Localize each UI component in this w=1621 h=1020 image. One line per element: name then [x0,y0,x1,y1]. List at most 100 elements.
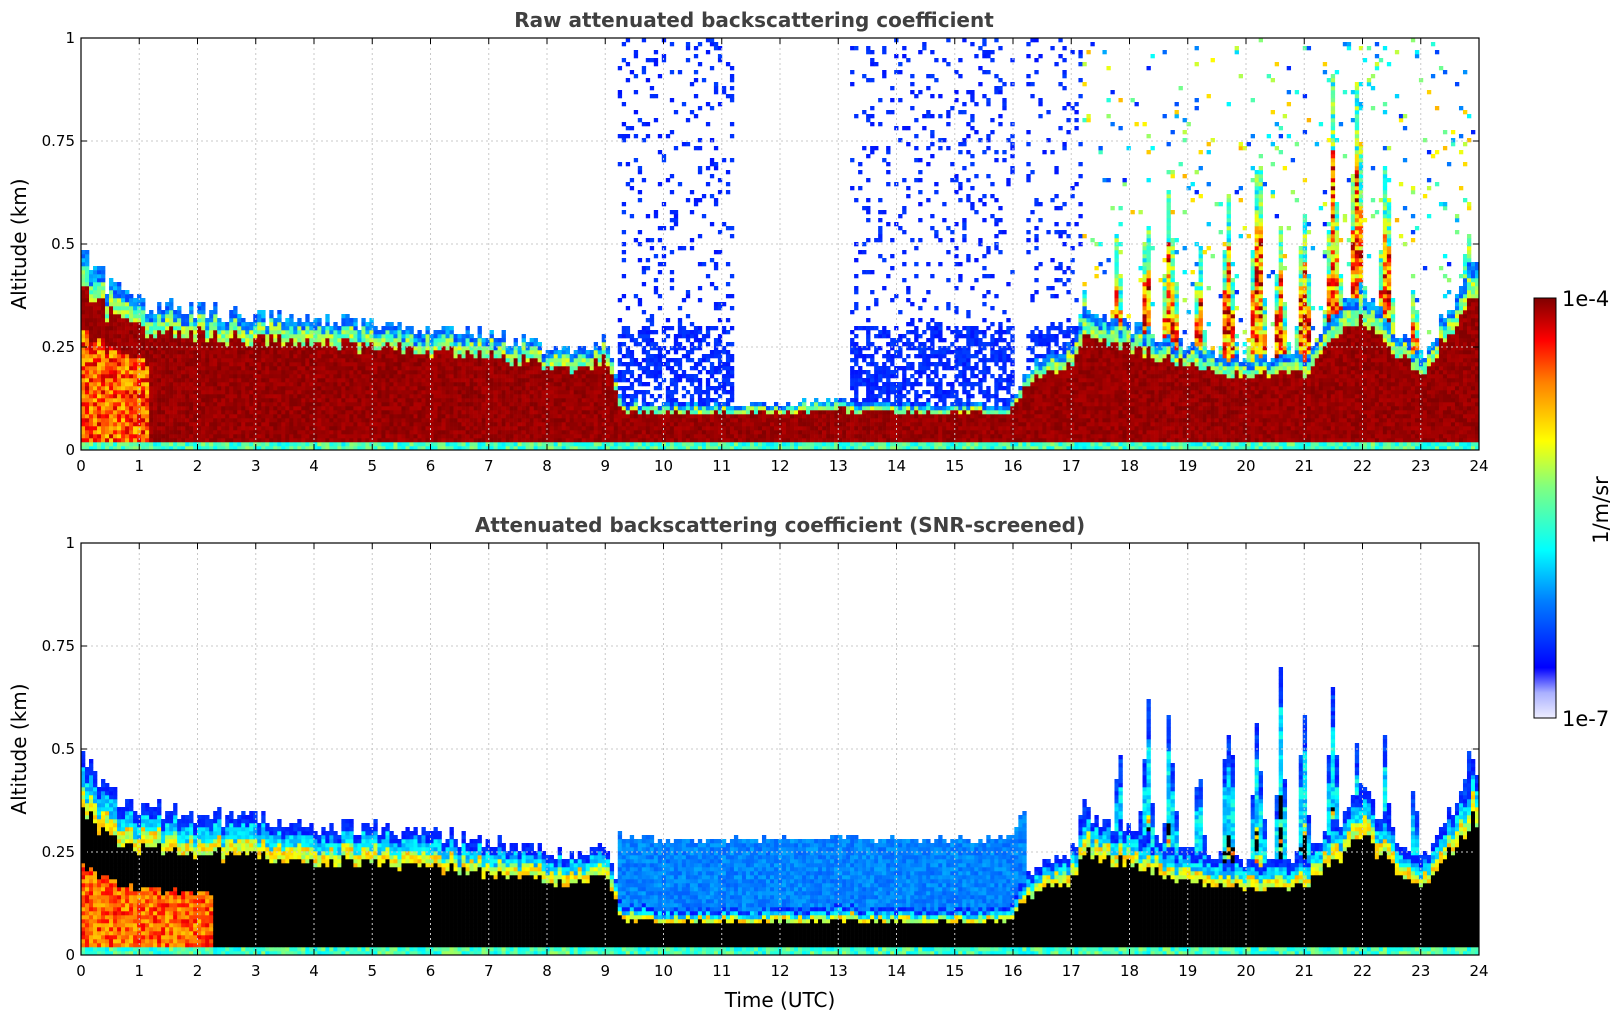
heatmap-cell [653,94,659,99]
heatmap-cell [625,326,631,331]
heatmap-cell [393,422,398,427]
heatmap-cell [501,418,506,423]
heatmap-cell [117,390,122,395]
heatmap-cell [181,374,186,379]
heatmap-cell [557,354,562,359]
heatmap-cell [649,362,655,367]
heatmap-cell [657,438,663,443]
heatmap-cell [145,422,150,427]
heatmap-cell [621,386,627,391]
heatmap-cell [277,338,282,343]
heatmap-cell [217,378,222,383]
heatmap-cell [325,390,330,395]
heatmap-cell [169,422,174,427]
heatmap-cell [105,370,110,375]
heatmap-cell [133,318,138,323]
heatmap-cell [401,446,406,451]
heatmap-cell [613,418,619,423]
heatmap-cell [297,386,302,391]
heatmap-cell [209,322,214,327]
heatmap-cell [689,410,695,415]
heatmap-cell [461,338,466,343]
heatmap-cell [245,390,250,395]
heatmap-cell [105,402,110,407]
heatmap-cell [85,294,90,299]
heatmap-cell [625,434,631,439]
heatmap-cell [501,370,506,375]
heatmap-cell [225,354,230,359]
heatmap-cell [585,430,591,435]
heatmap-cell [301,354,306,359]
heatmap-cell [525,366,530,371]
heatmap-cell [593,358,599,363]
heatmap-cell [113,286,118,291]
heatmap-cell [385,374,390,379]
heatmap-cell [409,410,414,415]
heatmap-cell [489,330,494,335]
heatmap-cell [305,314,310,319]
heatmap-cell [249,446,254,451]
heatmap-cell [625,38,631,43]
heatmap-cell [81,446,86,451]
heatmap-cell [109,386,114,391]
heatmap-cell [285,390,290,395]
heatmap-cell [365,334,370,339]
heatmap-cell [353,362,358,367]
heatmap-cell [333,342,338,347]
heatmap-cell [469,390,474,395]
heatmap-cell [637,362,643,367]
heatmap-cell [625,414,631,419]
heatmap-cell [201,398,206,403]
heatmap-cell [249,438,254,443]
heatmap-cell [525,398,530,403]
heatmap-cell [157,354,162,359]
heatmap-cell [185,442,190,447]
heatmap-cell [169,386,174,391]
heatmap-cell [173,346,178,351]
heatmap-cell [645,134,651,139]
heatmap-cell [317,346,322,351]
heatmap-cell [525,378,530,383]
heatmap-cell [85,262,90,267]
heatmap-cell [425,370,430,375]
heatmap-cell [293,338,298,343]
heatmap-cell [317,370,322,375]
heatmap-cell [273,326,278,331]
heatmap-cell [93,374,98,379]
heatmap-cell [673,398,679,403]
heatmap-cell [689,366,695,371]
heatmap-cell [197,326,202,331]
heatmap-cell [221,326,226,331]
heatmap-cell [397,418,402,423]
heatmap-cell [169,358,174,363]
heatmap-cell [293,346,298,351]
heatmap-cell [225,398,230,403]
heatmap-cell [493,390,498,395]
heatmap-cell [413,430,418,435]
heatmap-cell [445,422,450,427]
heatmap-cell [205,342,210,347]
heatmap-cell [81,330,86,335]
heatmap-cell [185,358,190,363]
heatmap-cell [121,386,126,391]
heatmap-cell [417,378,422,383]
heatmap-cell [325,398,330,403]
heatmap-cell [537,382,542,387]
heatmap-cell [209,390,214,395]
heatmap-cell [325,322,330,327]
heatmap-cell [93,430,98,435]
heatmap-cell [229,414,234,419]
heatmap-cell [85,438,90,443]
heatmap-cell [281,346,286,351]
heatmap-cell [641,270,647,275]
heatmap-cell [181,434,186,439]
heatmap-cell [209,366,214,371]
heatmap-cell [497,338,502,343]
heatmap-cell [161,426,166,431]
heatmap-cell [629,334,635,339]
heatmap-cell [681,426,687,431]
heatmap-cell [237,434,242,439]
heatmap-cell [625,134,631,139]
heatmap-cell [105,342,110,347]
heatmap-cell [701,442,707,447]
